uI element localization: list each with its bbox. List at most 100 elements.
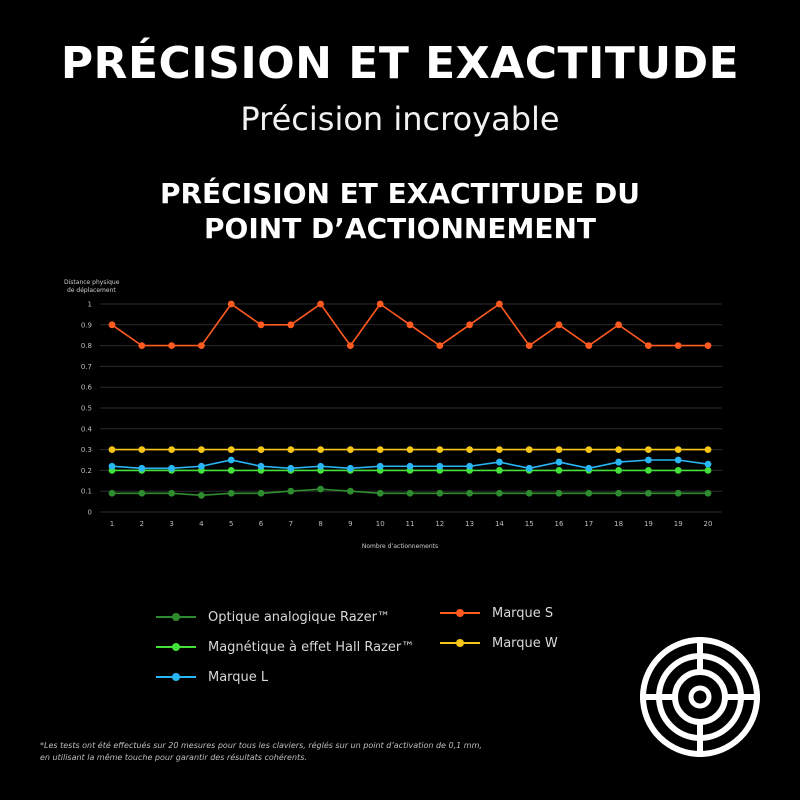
chart-heading-line1: PRÉCISION ET EXACTITUDE DU xyxy=(159,177,641,210)
footnote-line1: *Les tests ont été effectués sur 20 mesu… xyxy=(40,741,482,750)
data-point xyxy=(645,446,652,453)
data-point xyxy=(704,446,712,453)
data-point xyxy=(198,491,205,499)
legend-item: Marque S xyxy=(440,602,553,624)
data-point xyxy=(347,446,354,453)
data-point xyxy=(138,446,146,453)
data-point xyxy=(317,446,324,453)
legend-swatch xyxy=(440,639,480,647)
data-point xyxy=(674,489,682,497)
data-point xyxy=(287,321,295,329)
data-point xyxy=(525,342,533,349)
data-point xyxy=(227,467,235,474)
legend-swatch xyxy=(156,643,196,651)
data-point xyxy=(257,489,265,497)
data-point xyxy=(436,342,444,349)
legend-label: Marque W xyxy=(492,635,558,651)
data-point xyxy=(645,489,652,497)
legend-item: Optique analogique Razer™ xyxy=(156,606,390,628)
data-point xyxy=(227,489,235,497)
data-point xyxy=(496,458,503,466)
chart-legend: Optique analogique Razer™ Magnétique à ef… xyxy=(0,600,800,690)
data-point xyxy=(704,489,712,497)
data-point xyxy=(347,487,354,495)
x-tick-label: 19 xyxy=(644,520,653,528)
x-tick-label: 12 xyxy=(435,520,444,528)
data-point xyxy=(376,489,384,497)
data-point xyxy=(436,446,444,453)
x-tick-label: 4 xyxy=(199,520,204,528)
x-tick-label: 3 xyxy=(169,520,173,528)
y-tick-label: 0.9 xyxy=(81,321,92,329)
data-point xyxy=(227,300,235,308)
data-point xyxy=(645,342,652,349)
data-point xyxy=(525,489,533,497)
y-axis-label-line1: Distance physique xyxy=(64,279,120,286)
data-point xyxy=(376,446,384,453)
data-point xyxy=(615,446,622,453)
data-point xyxy=(674,467,682,474)
footnote: *Les tests ont été effectués sur 20 mesu… xyxy=(40,740,600,764)
legend-swatch xyxy=(156,673,196,681)
data-point xyxy=(615,321,622,329)
data-point xyxy=(406,446,414,453)
data-point xyxy=(138,342,146,349)
data-point xyxy=(585,342,593,349)
data-point xyxy=(555,446,563,453)
x-tick-label: 7 xyxy=(289,520,293,528)
x-axis-label: Nombre d’actionnements xyxy=(362,543,438,550)
data-point xyxy=(555,458,563,466)
legend-label: Optique analogique Razer™ xyxy=(208,609,390,625)
x-tick-label: 9 xyxy=(348,520,352,528)
data-point xyxy=(674,342,682,349)
data-point xyxy=(376,300,384,308)
footnote-line2: en utilisant la même touche pour garanti… xyxy=(40,753,307,762)
data-point xyxy=(317,462,324,470)
data-point xyxy=(585,489,593,497)
data-point xyxy=(108,446,116,453)
x-tick-label: 17 xyxy=(584,520,593,528)
y-tick-label: 0 xyxy=(88,509,92,517)
data-point xyxy=(347,464,354,472)
data-point xyxy=(704,342,712,349)
data-point xyxy=(496,446,503,453)
data-point xyxy=(317,300,324,308)
data-point xyxy=(168,489,176,497)
data-point xyxy=(615,489,622,497)
y-tick-label: 0.4 xyxy=(81,425,93,433)
x-tick-label: 13 xyxy=(465,520,474,528)
page-title: PRÉCISION ET EXACTITUDE xyxy=(60,38,740,89)
x-tick-label: 20 xyxy=(704,520,713,528)
data-point xyxy=(257,462,265,470)
data-point xyxy=(436,462,444,470)
data-point xyxy=(496,467,503,474)
x-tick-label: 6 xyxy=(259,520,264,528)
data-point xyxy=(257,446,265,453)
y-axis-label-line2: de déplacement xyxy=(67,287,116,294)
data-point xyxy=(645,456,652,464)
y-tick-label: 0.6 xyxy=(81,384,93,392)
legend-label: Marque S xyxy=(492,605,554,621)
data-point xyxy=(406,489,414,497)
data-point xyxy=(168,464,176,472)
data-point xyxy=(525,464,533,472)
x-tick-label: 16 xyxy=(555,520,564,528)
data-point xyxy=(376,462,384,470)
data-point xyxy=(287,487,295,495)
x-tick-label: 15 xyxy=(525,520,534,528)
legend-swatch xyxy=(156,613,196,621)
y-tick-label: 0.8 xyxy=(81,342,92,350)
data-point xyxy=(347,342,354,349)
data-point xyxy=(704,460,712,468)
data-point xyxy=(555,321,563,329)
data-point xyxy=(615,467,622,474)
data-point xyxy=(496,300,503,308)
x-tick-label: 2 xyxy=(140,520,144,528)
data-point xyxy=(168,342,176,349)
data-point xyxy=(168,446,176,453)
y-tick-label: 0.2 xyxy=(81,467,92,475)
data-point xyxy=(406,321,414,329)
data-point xyxy=(317,485,324,493)
x-tick-label: 10 xyxy=(376,520,385,528)
data-point xyxy=(466,321,473,329)
